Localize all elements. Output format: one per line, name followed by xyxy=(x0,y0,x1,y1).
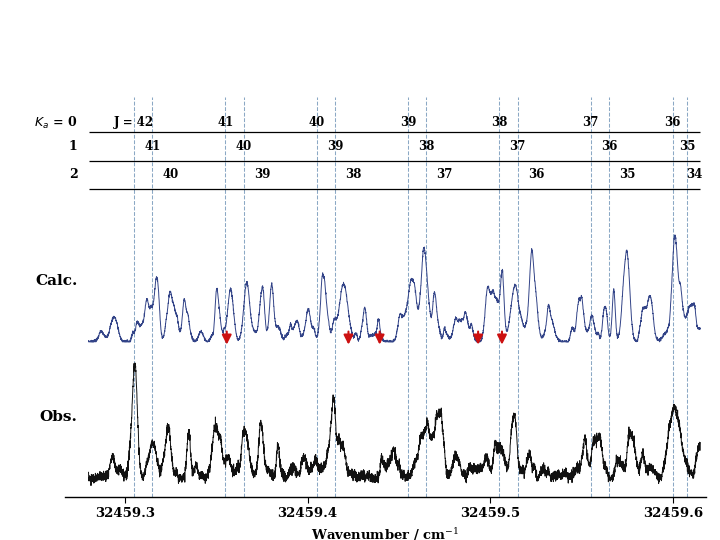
Text: 38: 38 xyxy=(345,168,361,181)
Text: 37: 37 xyxy=(582,116,599,129)
Text: 38: 38 xyxy=(418,140,434,153)
Text: Obs.: Obs. xyxy=(40,410,78,424)
Text: 40: 40 xyxy=(235,140,252,153)
Text: 41: 41 xyxy=(144,140,161,153)
Text: 36: 36 xyxy=(665,116,681,129)
Text: 2-ClN $S_1$$\leftarrow$$S_0$ transition: 2-ClN $S_1$$\leftarrow$$S_0$ transition xyxy=(246,62,474,81)
Text: 39: 39 xyxy=(327,140,343,153)
Text: 37: 37 xyxy=(509,140,526,153)
Text: 38: 38 xyxy=(491,116,508,129)
Text: 35: 35 xyxy=(679,140,696,153)
Text: $K_a$ = 0: $K_a$ = 0 xyxy=(35,115,78,131)
Text: 39: 39 xyxy=(253,168,270,181)
Text: Calc.: Calc. xyxy=(35,274,78,288)
Text: 40: 40 xyxy=(309,116,325,129)
Text: 39: 39 xyxy=(400,116,416,129)
Text: 1: 1 xyxy=(69,140,78,153)
Text: 2: 2 xyxy=(69,168,78,181)
Text: 41: 41 xyxy=(217,116,233,129)
Text: 35: 35 xyxy=(619,168,635,181)
X-axis label: Wavenumber / cm$^{-1}$: Wavenumber / cm$^{-1}$ xyxy=(311,526,459,540)
Text: 34: 34 xyxy=(686,168,703,181)
Text: 36: 36 xyxy=(600,140,617,153)
Text: High-resolution fluorescence excitation spectrum of $0^0_0$+1042 cm$^{-1}$ band : High-resolution fluorescence excitation … xyxy=(0,14,720,39)
Text: J = 42: J = 42 xyxy=(114,116,154,129)
Text: 40: 40 xyxy=(163,168,179,181)
Text: 36: 36 xyxy=(528,168,544,181)
Text: 37: 37 xyxy=(436,168,453,181)
